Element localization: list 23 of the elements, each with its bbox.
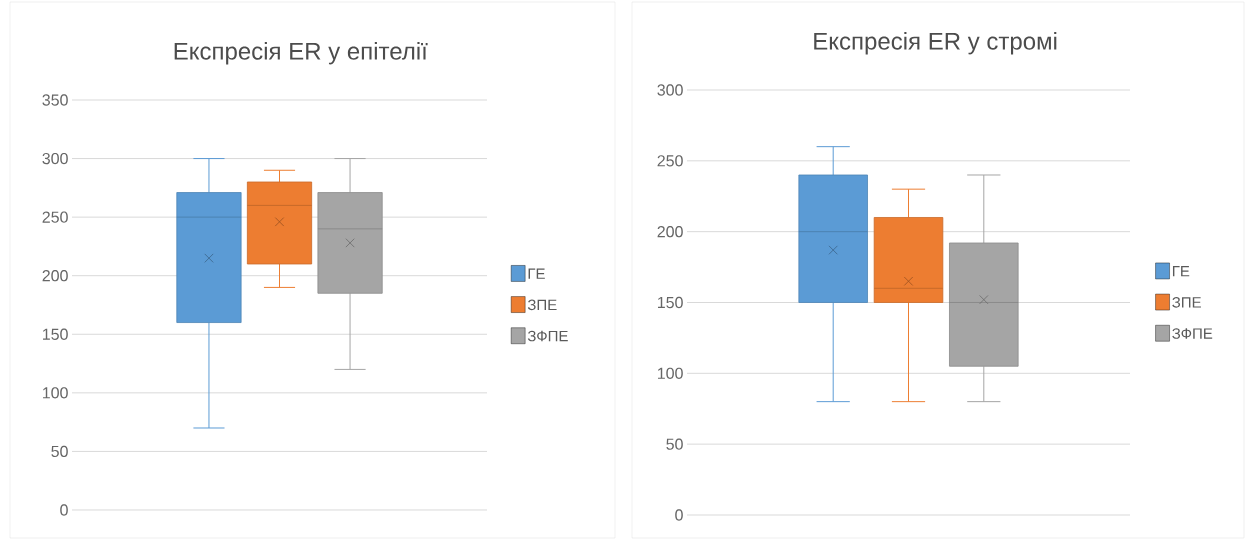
y-tick-label: 200	[657, 226, 683, 238]
y-tick-label: 50	[666, 438, 683, 450]
y-tick-label: 300	[657, 84, 683, 96]
y-tick-label: 0	[60, 504, 68, 516]
y-tick-label: 100	[43, 387, 68, 399]
legend-label: ЗФПЕ	[527, 330, 568, 342]
y-tick-label: 50	[51, 445, 68, 458]
y-tick-label: 250	[42, 211, 68, 223]
y-tick-label: 250	[657, 155, 683, 167]
legend-label: ГЕ	[528, 268, 545, 279]
y-tick-label: 150	[658, 296, 683, 309]
chart-title: Експресія ER у стромі	[814, 32, 1057, 55]
legend-label: ЗФПЕ	[1172, 328, 1213, 339]
legend-label: ЗПЕ	[527, 299, 557, 311]
y-tick-label: 300	[42, 152, 68, 165]
chart-title: Експресія ER у епітелії	[174, 42, 428, 65]
y-tick-label: 0	[675, 509, 683, 521]
y-tick-label: 100	[658, 367, 683, 379]
legend-label: ЗПЕ	[1172, 297, 1201, 308]
legend-label: ГЕ	[1172, 266, 1190, 277]
y-tick-label: 350	[42, 94, 68, 106]
y-tick-label: 150	[43, 328, 68, 340]
y-tick-label: 200	[42, 270, 68, 282]
